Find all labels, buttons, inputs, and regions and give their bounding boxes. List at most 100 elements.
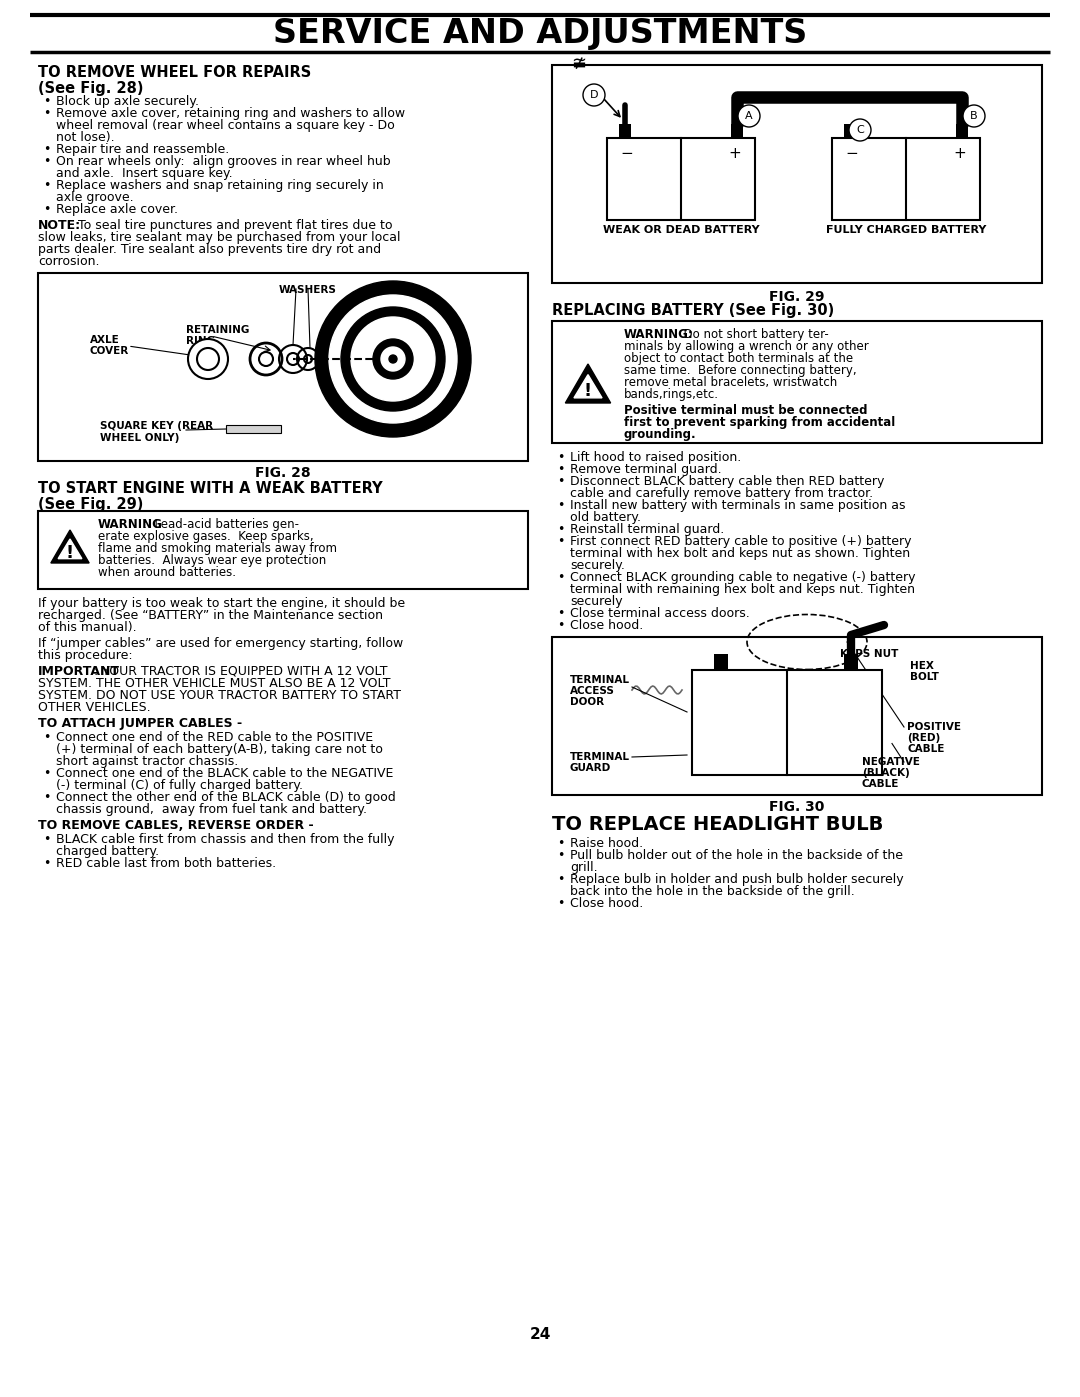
Text: •: • [557,897,565,909]
Text: Raise hood.: Raise hood. [570,837,643,849]
Text: recharged. (See “BATTERY” in the Maintenance section: recharged. (See “BATTERY” in the Mainten… [38,609,383,622]
Circle shape [351,317,435,401]
Text: SERVICE AND ADJUSTMENTS: SERVICE AND ADJUSTMENTS [273,18,807,50]
Text: short against tractor chassis.: short against tractor chassis. [56,754,239,768]
Circle shape [188,339,228,379]
Text: cable and carefully remove battery from tractor.: cable and carefully remove battery from … [570,488,873,500]
Text: not lose).: not lose). [56,131,114,144]
Text: FIG. 28: FIG. 28 [255,467,311,481]
Text: remove metal bracelets, wristwatch: remove metal bracelets, wristwatch [624,376,837,388]
Text: (BLACK): (BLACK) [862,768,909,778]
Text: wheel removal (rear wheel contains a square key - Do: wheel removal (rear wheel contains a squ… [56,119,395,131]
Text: same time.  Before connecting battery,: same time. Before connecting battery, [624,365,856,377]
Text: securely: securely [570,595,623,608]
Text: C: C [856,124,864,136]
Text: Remove terminal guard.: Remove terminal guard. [570,462,721,476]
Text: •: • [557,849,565,862]
Text: −: − [621,147,633,161]
Text: NEGATIVE: NEGATIVE [862,757,920,767]
Text: •: • [43,95,51,108]
Circle shape [329,295,457,423]
Bar [38,272,528,461]
Text: On rear wheels only:  align grooves in rear wheel hub: On rear wheels only: align grooves in re… [56,155,391,168]
Text: +: + [954,147,967,161]
Text: Replace bulb in holder and push bulb holder securely: Replace bulb in holder and push bulb hol… [570,873,904,886]
Text: To seal tire punctures and prevent flat tires due to: To seal tire punctures and prevent flat … [75,219,392,232]
Bar [832,138,980,219]
Bar [607,138,755,219]
Text: minals by allowing a wrench or any other: minals by allowing a wrench or any other [624,339,868,353]
Text: first to prevent sparking from accidental: first to prevent sparking from accidenta… [624,416,895,429]
Text: •: • [43,731,51,745]
Bar [843,124,856,138]
Text: Connect one end of the BLACK cable to the NEGATIVE: Connect one end of the BLACK cable to th… [56,767,393,780]
Text: TO REMOVE WHEEL FOR REPAIRS: TO REMOVE WHEEL FOR REPAIRS [38,66,311,80]
Text: terminal with remaining hex bolt and keps nut. Tighten: terminal with remaining hex bolt and kep… [570,583,915,597]
Circle shape [738,105,760,127]
Text: •: • [557,608,565,620]
Bar [956,124,968,138]
Text: !: ! [584,383,592,401]
Text: •: • [557,475,565,488]
Text: slow leaks, tire sealant may be purchased from your local: slow leaks, tire sealant may be purchase… [38,231,401,244]
Text: Close terminal access doors.: Close terminal access doors. [570,608,750,620]
Text: Positive terminal must be connected: Positive terminal must be connected [624,404,867,416]
Text: •: • [557,522,565,536]
Text: erate explosive gases.  Keep sparks,: erate explosive gases. Keep sparks, [98,529,313,543]
Bar [226,425,281,433]
Text: this procedure:: this procedure: [38,650,133,662]
Text: COVER: COVER [90,346,130,356]
Circle shape [373,339,413,379]
Text: KEPS NUT: KEPS NUT [840,650,899,659]
Text: WASHERS: WASHERS [279,285,337,295]
Text: TO REMOVE CABLES, REVERSE ORDER -: TO REMOVE CABLES, REVERSE ORDER - [38,819,313,833]
Text: BOLT: BOLT [910,672,939,682]
Text: −: − [846,147,859,161]
Bar [552,321,1042,443]
Text: RETAINING: RETAINING [186,326,249,335]
Text: of this manual).: of this manual). [38,622,137,634]
Bar [692,671,882,775]
Text: CABLE: CABLE [862,780,900,789]
Bar [714,654,728,671]
Text: (See Fig. 28): (See Fig. 28) [38,81,144,96]
Text: •: • [43,203,51,217]
Text: batteries.  Always wear eye protection: batteries. Always wear eye protection [98,555,326,567]
Text: HEX: HEX [910,661,934,671]
Polygon shape [573,374,602,398]
Text: POSITIVE: POSITIVE [907,722,961,732]
Text: •: • [43,767,51,780]
Text: Pull bulb holder out of the hole in the backside of the: Pull bulb holder out of the hole in the … [570,849,903,862]
Text: •: • [43,108,51,120]
Polygon shape [58,539,82,559]
Text: TERMINAL: TERMINAL [570,675,630,685]
Text: (+) terminal of each battery(A-B), taking care not to: (+) terminal of each battery(A-B), takin… [56,743,383,756]
Polygon shape [566,365,610,402]
Text: •: • [43,833,51,847]
Bar [619,124,631,138]
Text: corrosion.: corrosion. [38,256,99,268]
Text: REPLACING BATTERY (See Fig. 30): REPLACING BATTERY (See Fig. 30) [552,303,834,319]
Text: chassis ground,  away from fuel tank and battery.: chassis ground, away from fuel tank and … [56,803,367,816]
Text: (-) terminal (C) of fully charged battery.: (-) terminal (C) of fully charged batter… [56,780,303,792]
Text: charged battery.: charged battery. [56,845,159,858]
Circle shape [963,105,985,127]
Text: ACCESS: ACCESS [570,686,615,696]
Text: Close hood.: Close hood. [570,619,644,631]
Circle shape [849,119,870,141]
Text: +: + [729,147,741,161]
Text: RED cable last from both batteries.: RED cable last from both batteries. [56,856,276,870]
Text: Repair tire and reassemble.: Repair tire and reassemble. [56,142,229,156]
Circle shape [341,307,445,411]
Text: !: ! [66,543,75,562]
Text: Disconnect BLACK battery cable then RED battery: Disconnect BLACK battery cable then RED … [570,475,885,488]
Text: 24: 24 [529,1327,551,1343]
Text: FIG. 29: FIG. 29 [769,291,825,305]
Text: FULLY CHARGED BATTERY: FULLY CHARGED BATTERY [826,225,986,235]
Text: Replace washers and snap retaining ring securely in: Replace washers and snap retaining ring … [56,179,383,191]
Text: Replace axle cover.: Replace axle cover. [56,203,178,217]
Text: AXLE: AXLE [90,335,120,345]
Bar [552,637,1042,795]
Text: Reinstall terminal guard.: Reinstall terminal guard. [570,522,725,536]
Bar [38,511,528,590]
